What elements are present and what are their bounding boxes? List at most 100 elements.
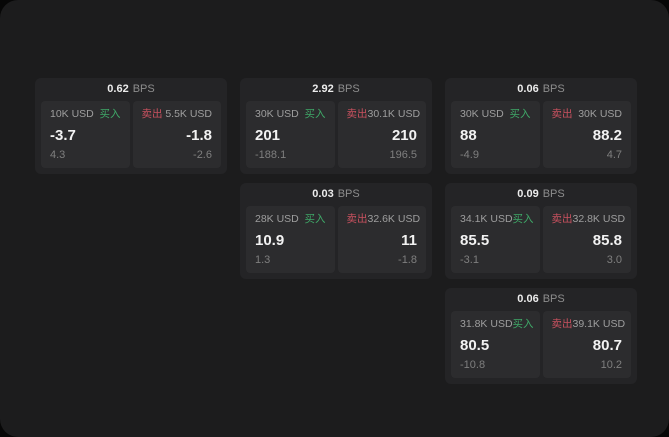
sell-amount: 5.5K USD [165, 108, 212, 120]
sell-price: 11 [401, 232, 417, 250]
bps-value: 0.09 [517, 188, 539, 200]
buy-amount: 10K USD [50, 108, 94, 120]
sell-panel[interactable]: 卖出 30.1K USD 210 196.5 [337, 101, 426, 168]
buy-panel[interactable]: 30K USD 买入 88 -4.9 [451, 101, 540, 168]
buy-panel[interactable]: 10K USD 买入 -3.7 4.3 [41, 101, 130, 168]
quote-card: 0.03 BPS 28K USD 买入 10.9 1.3 卖出 32.6K US… [240, 183, 432, 279]
sell-meta-row: 卖出 30.1K USD [346, 108, 421, 121]
sell-sub-value: 196.5 [389, 148, 417, 161]
buy-price: -3.7 [50, 127, 76, 145]
card-header: 0.09 BPS [445, 183, 637, 206]
bps-unit: BPS [542, 293, 565, 305]
sell-sub-value: 3.0 [606, 253, 622, 266]
card-header: 0.06 BPS [445, 78, 637, 101]
panels: 34.1K USD 买入 85.5 -3.1 卖出 32.8K USD 85.8… [445, 206, 637, 279]
bps-unit: BPS [337, 83, 360, 95]
buy-panel[interactable]: 34.1K USD 买入 85.5 -3.1 [451, 206, 540, 273]
buy-sub-value: -10.8 [460, 358, 486, 371]
bps-unit: BPS [337, 188, 360, 200]
card-header: 0.03 BPS [240, 183, 432, 206]
sell-meta-row: 卖出 32.8K USD [551, 213, 626, 226]
bps-value: 2.92 [312, 83, 334, 95]
buy-label: 买入 [99, 108, 121, 120]
sell-sub-value: -1.8 [398, 253, 417, 266]
buy-panel[interactable]: 28K USD 买入 10.9 1.3 [246, 206, 335, 273]
sell-price: 88.2 [592, 127, 622, 145]
panels: 30K USD 买入 88 -4.9 卖出 30K USD 88.2 4.7 [445, 101, 637, 174]
buy-label: 买入 [304, 213, 326, 225]
bps-value: 0.62 [107, 83, 129, 95]
buy-meta-row: 30K USD 买入 [255, 108, 326, 121]
quote-card: 0.09 BPS 34.1K USD 买入 85.5 -3.1 卖出 32.8K… [445, 183, 637, 279]
buy-label: 买入 [512, 318, 534, 330]
sell-price: -1.8 [186, 127, 212, 145]
bps-value: 0.06 [517, 83, 539, 95]
sell-panel[interactable]: 卖出 30K USD 88.2 4.7 [542, 101, 631, 168]
card-header: 0.06 BPS [445, 288, 637, 311]
sell-label: 卖出 [141, 108, 163, 120]
buy-label: 买入 [304, 108, 326, 120]
buy-price: 10.9 [255, 232, 285, 250]
buy-panel[interactable]: 31.8K USD 买入 80.5 -10.8 [451, 311, 540, 378]
sell-label: 卖出 [551, 318, 573, 330]
sell-sub-value: 4.7 [606, 148, 622, 161]
buy-label: 买入 [512, 213, 534, 225]
sell-sub-value: 10.2 [600, 358, 622, 371]
sell-amount: 39.1K USD [572, 318, 626, 330]
buy-price: 80.5 [460, 337, 490, 355]
buy-price: 201 [255, 127, 281, 145]
bps-value: 0.06 [517, 293, 539, 305]
panels: 28K USD 买入 10.9 1.3 卖出 32.6K USD 11 -1.8 [240, 206, 432, 279]
buy-amount: 28K USD [255, 213, 299, 225]
sell-panel[interactable]: 卖出 32.8K USD 85.8 3.0 [542, 206, 631, 273]
sell-label: 卖出 [346, 108, 368, 120]
buy-amount: 30K USD [460, 108, 504, 120]
sell-label: 卖出 [551, 213, 573, 225]
panels: 10K USD 买入 -3.7 4.3 卖出 5.5K USD -1.8 -2.… [35, 101, 227, 174]
buy-meta-row: 31.8K USD 买入 [460, 318, 534, 331]
buy-meta-row: 30K USD 买入 [460, 108, 531, 121]
bps-unit: BPS [542, 83, 565, 95]
bps-unit: BPS [132, 83, 155, 95]
buy-panel[interactable]: 30K USD 买入 201 -188.1 [246, 101, 335, 168]
sell-amount: 30K USD [578, 108, 622, 120]
sell-price: 85.8 [592, 232, 622, 250]
sell-price: 80.7 [592, 337, 622, 355]
buy-meta-row: 34.1K USD 买入 [460, 213, 534, 226]
card-header: 0.62 BPS [35, 78, 227, 101]
buy-price: 85.5 [460, 232, 490, 250]
sell-amount: 32.6K USD [367, 213, 421, 225]
bps-value: 0.03 [312, 188, 334, 200]
sell-meta-row: 卖出 5.5K USD [141, 108, 213, 121]
buy-price: 88 [460, 127, 477, 145]
sell-meta-row: 卖出 30K USD [551, 108, 623, 121]
sell-meta-row: 卖出 32.6K USD [346, 213, 421, 226]
quote-card: 0.62 BPS 10K USD 买入 -3.7 4.3 卖出 5.5K USD… [35, 78, 227, 174]
quote-card: 2.92 BPS 30K USD 买入 201 -188.1 卖出 30.1K … [240, 78, 432, 174]
panels: 30K USD 买入 201 -188.1 卖出 30.1K USD 210 1… [240, 101, 432, 174]
quote-card: 0.06 BPS 31.8K USD 买入 80.5 -10.8 卖出 39.1… [445, 288, 637, 384]
buy-sub-value: -3.1 [460, 253, 479, 266]
buy-amount: 31.8K USD [460, 318, 513, 330]
sell-price: 210 [391, 127, 417, 145]
panels: 31.8K USD 买入 80.5 -10.8 卖出 39.1K USD 80.… [445, 311, 637, 384]
sell-panel[interactable]: 卖出 5.5K USD -1.8 -2.6 [132, 101, 221, 168]
quote-card: 0.06 BPS 30K USD 买入 88 -4.9 卖出 30K USD 8… [445, 78, 637, 174]
buy-meta-row: 10K USD 买入 [50, 108, 121, 121]
buy-amount: 34.1K USD [460, 213, 513, 225]
bps-unit: BPS [542, 188, 565, 200]
card-header: 2.92 BPS [240, 78, 432, 101]
buy-amount: 30K USD [255, 108, 299, 120]
buy-label: 买入 [509, 108, 531, 120]
sell-panel[interactable]: 卖出 39.1K USD 80.7 10.2 [542, 311, 631, 378]
sell-sub-value: -2.6 [193, 148, 212, 161]
sell-panel[interactable]: 卖出 32.6K USD 11 -1.8 [337, 206, 426, 273]
buy-sub-value: 1.3 [255, 253, 271, 266]
sell-amount: 30.1K USD [367, 108, 421, 120]
buy-sub-value: -4.9 [460, 148, 479, 161]
sell-label: 卖出 [551, 108, 573, 120]
sell-meta-row: 卖出 39.1K USD [551, 318, 626, 331]
sell-label: 卖出 [346, 213, 368, 225]
buy-meta-row: 28K USD 买入 [255, 213, 326, 226]
